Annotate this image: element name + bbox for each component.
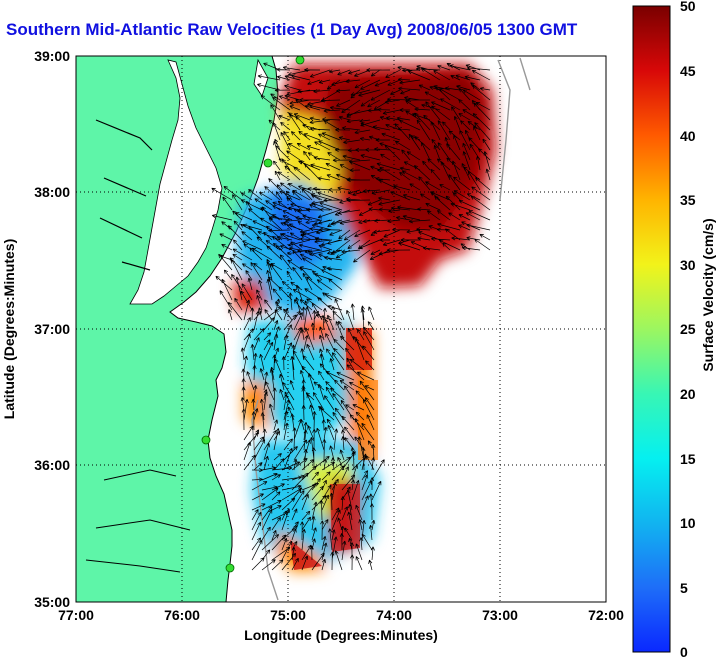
y-tick-label: 37:00 <box>34 321 70 337</box>
y-axis: 39:00 38:00 37:00 36:00 35:00 Latitude (… <box>1 48 70 610</box>
x-tick-label: 74:00 <box>376 607 412 623</box>
y-axis-label: Latitude (Degrees:Minutes) <box>1 239 17 419</box>
y-tick-label: 39:00 <box>34 48 70 64</box>
colorbar-tick: 0 <box>680 644 688 659</box>
colorbar-tick: 20 <box>680 386 696 402</box>
colorbar-tick: 15 <box>680 451 696 467</box>
grid-lines <box>76 56 606 602</box>
colorbar-tick: 30 <box>680 257 696 273</box>
x-tick-label: 75:00 <box>270 607 306 623</box>
x-tick-label: 73:00 <box>482 607 518 623</box>
x-axis-label: Longitude (Degrees:Minutes) <box>244 627 438 643</box>
y-tick-label: 38:00 <box>34 184 70 200</box>
station-markers <box>201 56 305 573</box>
x-tick-label: 72:00 <box>588 607 624 623</box>
colorbar-tick: 50 <box>680 0 696 14</box>
colorbar-gradient <box>632 5 671 653</box>
x-axis: 77:00 76:00 75:00 74:00 73:00 72:00 Long… <box>58 607 624 643</box>
x-tick-label: 76:00 <box>164 607 200 623</box>
y-tick-label: 35:00 <box>34 594 70 610</box>
colorbar: 50 45 40 35 30 25 20 15 10 5 0 Surface V… <box>632 0 716 659</box>
colorbar-tick: 45 <box>680 63 696 79</box>
colorbar-tick: 10 <box>680 515 696 531</box>
vector-arrows <box>211 62 491 571</box>
colorbar-tick: 5 <box>680 580 688 596</box>
colorbar-tick: 40 <box>680 128 696 144</box>
colorbar-tick: 35 <box>680 192 696 208</box>
colorbar-label: Surface Velocity (cm/s) <box>700 218 716 371</box>
colorbar-tick: 25 <box>680 321 696 337</box>
velocity-vectors <box>211 62 491 571</box>
y-tick-label: 36:00 <box>34 457 70 473</box>
x-tick-label: 77:00 <box>58 607 94 623</box>
chesapeake-bay <box>129 59 223 305</box>
map-title: Southern Mid-Atlantic Raw Velocities (1 … <box>6 20 578 39</box>
plot-frame <box>75 55 607 603</box>
